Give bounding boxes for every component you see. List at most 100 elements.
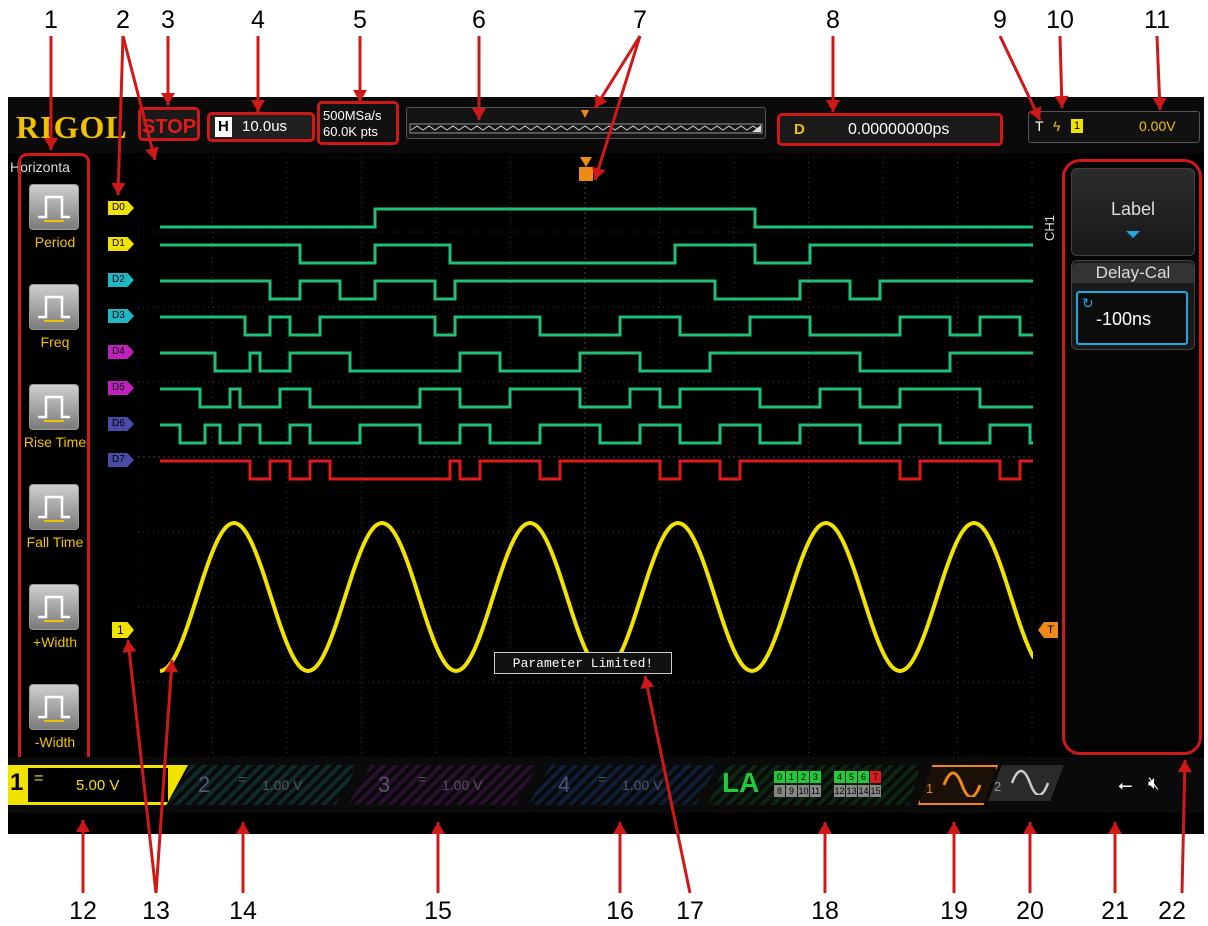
ch4-number: 4 bbox=[558, 772, 571, 797]
la-label: LA bbox=[722, 767, 760, 798]
trigger-position-marker[interactable] bbox=[579, 167, 593, 181]
mute-icon[interactable]: 🔇︎ bbox=[1148, 773, 1160, 793]
waveform-grid bbox=[138, 157, 1033, 757]
horizontal-key: H bbox=[215, 117, 232, 137]
rise-time-icon bbox=[29, 384, 79, 430]
delay-cal-control[interactable]: Delay-Cal ↻ -100ns bbox=[1071, 260, 1195, 350]
rigol-logo: RIGOL bbox=[16, 109, 128, 145]
menu-item-label: Fall Time bbox=[26, 534, 84, 550]
ch1-menu-tab[interactable]: CH1 bbox=[1042, 214, 1057, 241]
digital-channel-tag-d7[interactable]: D7 bbox=[108, 453, 134, 467]
callout-8: 8 bbox=[826, 6, 840, 34]
la-channel-indicator: 9 bbox=[786, 785, 797, 797]
menu-item-fall-time[interactable]: Fall Time bbox=[27, 484, 83, 582]
digital-waveform-overlay bbox=[160, 387, 1033, 409]
la-channel-indicator: 7 bbox=[870, 771, 881, 783]
digital-waveform-overlay bbox=[160, 351, 1033, 373]
trigger-source: 1 bbox=[1071, 119, 1083, 133]
callout-20: 20 bbox=[1016, 897, 1044, 925]
ch3-number: 3 bbox=[378, 772, 391, 797]
delay-cal-value-box[interactable]: ↻ -100ns bbox=[1076, 291, 1188, 345]
label-button[interactable]: Label bbox=[1071, 168, 1195, 256]
knob-rotate-icon: ↻ bbox=[1082, 295, 1094, 311]
menu-title: Horizonta bbox=[10, 159, 70, 175]
ch1-number: 1 bbox=[10, 769, 24, 796]
memory-depth: 60.0K pts bbox=[323, 124, 378, 139]
digital-waveform-overlay bbox=[160, 279, 1033, 301]
digital-channel-tag-d4[interactable]: D4 bbox=[108, 345, 134, 359]
la-channel-indicator: 3 bbox=[810, 771, 821, 783]
callout-18: 18 bbox=[811, 897, 839, 925]
ch4-status[interactable]: 4 = 1.00 V bbox=[528, 765, 718, 805]
menu-item-label: Period bbox=[34, 234, 76, 250]
fall-time-icon bbox=[29, 484, 79, 530]
ch1-scale: 5.00 V bbox=[76, 777, 120, 794]
horizontal-delay[interactable]: D 0.00000000ps bbox=[777, 113, 1003, 146]
menu-item--width[interactable]: +Width bbox=[27, 584, 83, 682]
digital-waveform-5 bbox=[160, 387, 1033, 409]
digital-channel-tag-d5[interactable]: D5 bbox=[108, 381, 134, 395]
trigger-info[interactable]: T ϟ 1 0.00V bbox=[1028, 111, 1200, 143]
menu-item-freq[interactable]: Freq bbox=[27, 284, 83, 382]
la-channel-indicator: 2 bbox=[798, 771, 809, 783]
oscilloscope-screen: RIGOL STOP H 10.0us 500MSa/s 60.0K pts D… bbox=[8, 97, 1204, 834]
channel-status-bar: 1 = 5.00 V 2 = 1.00 V 3 = 1.00 V 4 = 1.0… bbox=[8, 757, 1204, 813]
menu-item-label: -Width bbox=[34, 734, 76, 750]
source1-number: 1 bbox=[926, 781, 934, 796]
callout-14: 14 bbox=[229, 897, 257, 925]
ch3-status[interactable]: 3 = 1.00 V bbox=[348, 765, 538, 805]
digital-channel-tag-d6[interactable]: D6 bbox=[108, 417, 134, 431]
ch1-status[interactable]: 1 = 5.00 V bbox=[8, 765, 188, 805]
callout-12: 12 bbox=[69, 897, 97, 925]
horizontal-timebase[interactable]: H 10.0us bbox=[207, 112, 315, 142]
la-status[interactable]: LA 0 1 2 3 4 5 6 7 8 9 10 11 12 13 14 15 bbox=[708, 765, 920, 805]
la-channel-indicator: 12 bbox=[834, 785, 845, 797]
digital-channel-tag-d1[interactable]: D1 bbox=[108, 237, 134, 251]
memory-overview-trace bbox=[409, 110, 763, 134]
menu-item-label: Rise Time bbox=[23, 434, 87, 450]
trigger-level-marker-right[interactable]: T bbox=[1038, 622, 1058, 638]
menu-item-label: Freq bbox=[40, 334, 70, 350]
digital-channel-tag-d0[interactable]: D0 bbox=[108, 201, 134, 215]
ch4-scale: 1.00 V bbox=[622, 777, 663, 793]
ch2-number: 2 bbox=[198, 772, 211, 797]
digital-channel-tag-d2[interactable]: D2 bbox=[108, 273, 134, 287]
waveform-memory-overview[interactable] bbox=[406, 107, 766, 139]
usb-icon: ⭠ bbox=[1118, 775, 1133, 795]
source1-generator[interactable]: 1 bbox=[918, 765, 998, 805]
measure-menu: Period Freq Rise Time Fall Time +Width -Width bbox=[18, 153, 90, 779]
channel-menu: Label Delay-Cal ↻ -100ns bbox=[1062, 159, 1202, 755]
digital-channel-tag-d3[interactable]: D3 bbox=[108, 309, 134, 323]
callout-13: 13 bbox=[142, 897, 170, 925]
digital-waveform-2 bbox=[160, 279, 1033, 301]
positive-width-icon bbox=[29, 584, 79, 630]
digital-waveform-overlay bbox=[160, 423, 1033, 445]
menu-item-period[interactable]: Period bbox=[27, 184, 83, 282]
trigger-position-marker[interactable] bbox=[580, 157, 592, 167]
ch1-offset-marker[interactable]: 1 bbox=[112, 622, 134, 638]
sine-wave-icon bbox=[1010, 769, 1050, 795]
label-button-text: Label bbox=[1110, 199, 1156, 219]
callout-9: 9 bbox=[993, 6, 1007, 34]
source2-number: 2 bbox=[994, 779, 1002, 794]
sample-info: 500MSa/s 60.0K pts bbox=[317, 101, 399, 145]
period-icon bbox=[29, 184, 79, 230]
run-stop-status[interactable]: STOP bbox=[138, 107, 200, 141]
menu-item-label: +Width bbox=[33, 634, 77, 650]
menu-item-rise-time[interactable]: Rise Time bbox=[24, 384, 86, 482]
trigger-edge-icon: ϟ bbox=[1053, 118, 1061, 134]
callout-7: 7 bbox=[633, 6, 647, 34]
ch2-status[interactable]: 2 = 1.00 V bbox=[168, 765, 358, 805]
menu-item--width[interactable]: -Width bbox=[27, 684, 83, 782]
ch4-coupling: = bbox=[598, 771, 607, 787]
digital-waveform-1 bbox=[160, 243, 1033, 265]
trigger-key: T bbox=[1035, 118, 1044, 134]
la-channel-indicator: 14 bbox=[858, 785, 869, 797]
la-channel-indicator: 4 bbox=[834, 771, 845, 783]
source2-generator[interactable]: 2 bbox=[988, 765, 1064, 801]
la-channel-indicator: 5 bbox=[846, 771, 857, 783]
callout-6: 6 bbox=[472, 6, 486, 34]
parameter-limited-message: Parameter Limited! bbox=[494, 652, 672, 674]
callout-17: 17 bbox=[676, 897, 704, 925]
digital-waveform-overlay bbox=[160, 243, 1033, 265]
